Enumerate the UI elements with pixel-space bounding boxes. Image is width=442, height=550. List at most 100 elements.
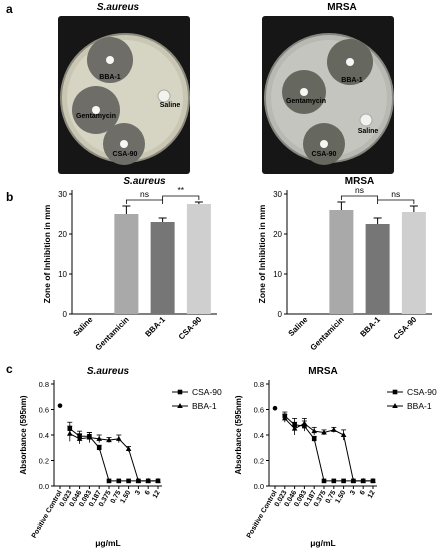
x-tick-label: 1.50 bbox=[119, 489, 132, 504]
plate-label-csa: CSA-90 bbox=[312, 151, 337, 158]
x-tick-label: Saline bbox=[287, 315, 310, 338]
y-axis-label: Zone of Inhibition in mm bbox=[42, 204, 52, 303]
y-axis-label: Absorbance (595nm) bbox=[19, 395, 28, 474]
legend-marker-square bbox=[177, 389, 183, 395]
y-tick-label: 30 bbox=[273, 190, 282, 199]
data-point-triangle bbox=[106, 437, 112, 443]
y-tick-label: 10 bbox=[58, 270, 67, 279]
data-point-triangle bbox=[360, 477, 366, 483]
data-point-square bbox=[106, 478, 112, 484]
y-tick-label: 0.2 bbox=[254, 457, 264, 466]
y-tick-label: 20 bbox=[273, 230, 282, 239]
data-point-triangle bbox=[116, 435, 122, 441]
significance-label: ns bbox=[140, 189, 149, 199]
x-tick-label: 3 bbox=[349, 489, 357, 496]
series-line bbox=[284, 415, 373, 482]
plate-label-csa: CSA-90 bbox=[113, 151, 138, 158]
legend-label: CSA-90 bbox=[407, 387, 437, 397]
x-axis-label: μg/mL bbox=[95, 538, 121, 548]
plate-label-bba: BBA-1 bbox=[99, 74, 120, 81]
y-tick-label: 10 bbox=[273, 270, 282, 279]
data-point-triangle bbox=[155, 477, 161, 483]
y-tick-label: 0.4 bbox=[39, 431, 49, 440]
chart-title: MRSA bbox=[308, 366, 337, 377]
data-point-triangle bbox=[282, 415, 288, 421]
plate-label-gentamicin: Gentamycin bbox=[286, 98, 326, 105]
data-point-square bbox=[116, 478, 122, 484]
y-tick-label: 0 bbox=[63, 310, 68, 319]
legend-marker-triangle bbox=[392, 403, 398, 408]
plate-label-bba: BBA-1 bbox=[341, 77, 362, 84]
data-point-triangle bbox=[96, 435, 102, 441]
data-point-triangle bbox=[145, 477, 151, 483]
positive-control-point bbox=[57, 403, 63, 408]
x-tick-label: 12 bbox=[152, 489, 162, 499]
data-point-triangle bbox=[125, 446, 132, 452]
agar-plate-photo-mrsa: BBA-1 Gentamycin Saline CSA-90 bbox=[262, 16, 394, 174]
x-tick-label: Gentamicin bbox=[94, 315, 131, 352]
chart-title: MRSA bbox=[345, 176, 374, 187]
data-point-triangle bbox=[86, 434, 93, 440]
y-tick-label: 0.6 bbox=[254, 406, 264, 415]
plate-title-mrsa: MRSA bbox=[327, 2, 357, 13]
significance-bracket bbox=[162, 195, 200, 200]
chart-title: S.aureus bbox=[123, 176, 166, 187]
data-point-triangle bbox=[301, 420, 308, 426]
bar bbox=[365, 224, 390, 314]
data-point-triangle bbox=[67, 430, 73, 436]
x-tick-label: Saline bbox=[72, 315, 95, 338]
plate-label-saline: Saline bbox=[160, 102, 181, 109]
plate-label-gentamicin: Gentamycin bbox=[76, 113, 116, 120]
significance-bracket bbox=[340, 195, 379, 200]
x-tick-label: Positive Control bbox=[246, 489, 279, 539]
y-tick-label: 0.0 bbox=[254, 482, 264, 491]
data-point-triangle bbox=[291, 425, 298, 431]
x-tick-label: CSA-90 bbox=[177, 315, 204, 342]
x-tick-label: Positive Control bbox=[31, 489, 64, 539]
legend-label: BBA-1 bbox=[407, 401, 432, 411]
y-axis-label: Zone of Inhibition in mm bbox=[257, 204, 267, 303]
x-tick-label: BBA-1 bbox=[143, 315, 167, 339]
y-tick-label: 0 bbox=[278, 310, 283, 319]
chart-title: S.aureus bbox=[87, 366, 130, 377]
data-point-triangle bbox=[331, 426, 337, 432]
data-point-triangle bbox=[340, 432, 347, 437]
data-point-triangle bbox=[76, 435, 83, 441]
data-point-triangle bbox=[135, 477, 142, 483]
bar bbox=[186, 204, 211, 314]
line-chart-mrsa: MRSA 0.0 0.2 0.4 0.6 0.8 Absorbance (595nm) Pos… bbox=[234, 366, 437, 548]
significance-label: ns bbox=[355, 185, 364, 195]
data-point-square bbox=[311, 436, 317, 442]
x-tick-label: BBA-1 bbox=[358, 315, 382, 339]
y-tick-label: 0.2 bbox=[39, 457, 49, 466]
x-tick-label: 12 bbox=[367, 489, 377, 499]
significance-label: ** bbox=[177, 185, 184, 195]
legend-label: BBA-1 bbox=[192, 401, 217, 411]
series-line bbox=[284, 418, 373, 482]
bar-chart-saureus: S.aureus 0 10 20 30 Zone of Inhibition in mm S… bbox=[42, 176, 217, 352]
panel-a-label: a bbox=[6, 2, 13, 16]
plate-label-saline: Saline bbox=[358, 128, 379, 135]
data-point-square bbox=[321, 478, 327, 484]
data-point-square bbox=[96, 445, 102, 451]
data-point-square bbox=[126, 478, 131, 484]
line-chart-saureus: S.aureus 0.0 0.2 0.4 0.6 0.8 Absorbance (595nm… bbox=[19, 366, 222, 548]
y-tick-label: 0.8 bbox=[39, 380, 49, 389]
x-tick-label: Gentamicin bbox=[309, 315, 346, 352]
agar-plate-photo-saureus: BBA-1 Gentamycin Saline CSA-90 bbox=[58, 16, 190, 174]
x-tick-label: CSA-90 bbox=[392, 315, 419, 342]
data-point-triangle bbox=[370, 477, 376, 483]
x-axis-label: μg/mL bbox=[310, 538, 336, 548]
y-axis-label: Absorbance (595nm) bbox=[234, 395, 243, 474]
data-point-square bbox=[331, 478, 337, 484]
y-tick-label: 0.4 bbox=[254, 431, 264, 440]
series-line bbox=[69, 433, 158, 482]
x-tick-label: 1.50 bbox=[334, 489, 347, 504]
y-tick-label: 0.0 bbox=[39, 482, 49, 491]
legend-label: CSA-90 bbox=[192, 387, 222, 397]
significance-bracket bbox=[377, 199, 415, 204]
bar bbox=[401, 212, 426, 314]
panel-b-label: b bbox=[6, 190, 14, 204]
data-point-triangle bbox=[311, 428, 317, 434]
legend-marker-square bbox=[392, 389, 398, 395]
